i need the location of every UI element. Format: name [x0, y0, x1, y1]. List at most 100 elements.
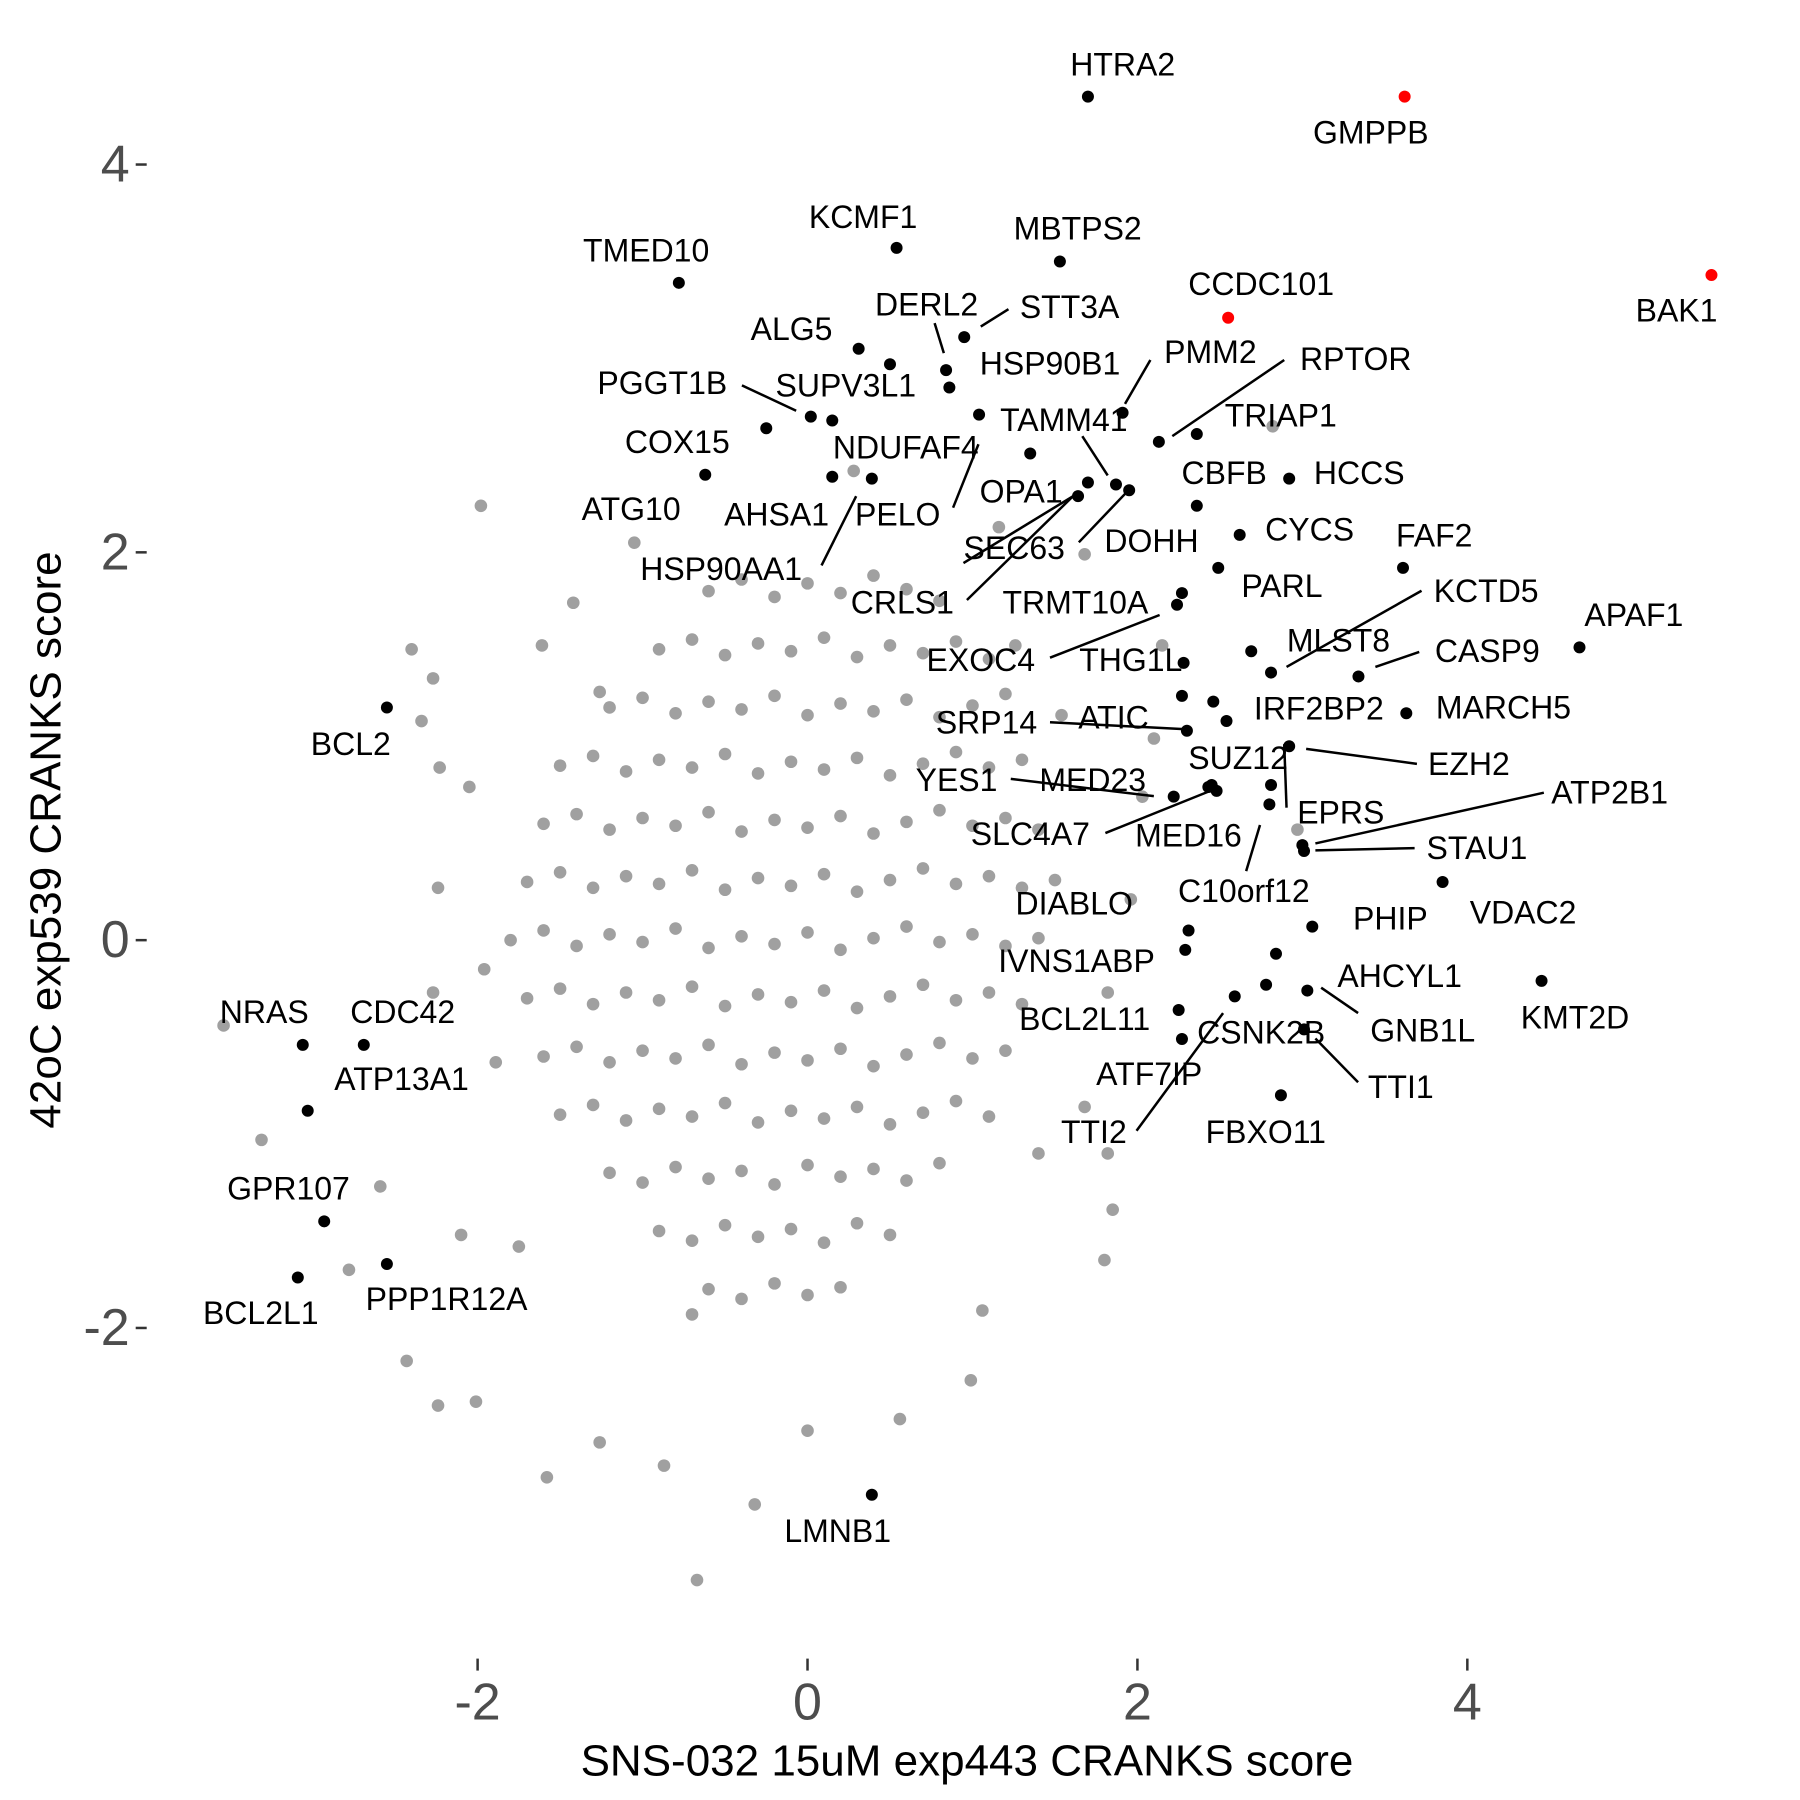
- background-point: [900, 1048, 913, 1061]
- background-point: [433, 761, 446, 774]
- highlight-point: [1352, 670, 1365, 683]
- background-point: [933, 1156, 946, 1170]
- background-point: [1106, 1203, 1119, 1216]
- background-point: [537, 1050, 550, 1063]
- background-point: [415, 714, 428, 728]
- point-label: DIABLO: [1016, 885, 1133, 921]
- x-tick-label: 2: [1123, 1674, 1152, 1732]
- background-point: [735, 1057, 748, 1071]
- background-point: [964, 1374, 978, 1387]
- highlight-point: [1263, 798, 1276, 811]
- background-point: [999, 939, 1012, 953]
- background-point: [883, 639, 897, 652]
- background-point: [1032, 931, 1045, 945]
- point-label: MLST8: [1287, 622, 1390, 658]
- background-point: [1015, 997, 1029, 1011]
- leader-line: [980, 308, 1010, 328]
- point-label: YES1: [916, 762, 998, 798]
- background-point: [603, 1166, 616, 1180]
- background-point: [751, 1116, 765, 1129]
- background-point: [537, 817, 550, 831]
- point-label: STAU1: [1427, 830, 1528, 866]
- background-point: [768, 813, 781, 827]
- leader-line: [1282, 744, 1288, 808]
- background-point: [817, 984, 831, 997]
- background-point: [669, 1160, 682, 1174]
- leader-line: [1010, 777, 1154, 798]
- background-point: [982, 986, 996, 999]
- highlight-point: [1175, 587, 1188, 600]
- background-point: [512, 1240, 526, 1253]
- highlight-point: [1171, 598, 1184, 611]
- point-label: AHCYL1: [1337, 958, 1462, 994]
- highlight-point: [1175, 1033, 1188, 1046]
- background-point: [702, 1282, 715, 1296]
- background-point: [817, 1112, 831, 1125]
- highlight-point: [1024, 447, 1037, 460]
- highlight-point: [291, 1271, 304, 1284]
- background-point: [900, 920, 913, 933]
- background-point: [883, 990, 897, 1003]
- point-label: ALG5: [751, 311, 833, 347]
- background-point: [834, 1280, 847, 1294]
- background-point: [867, 931, 880, 945]
- background-point: [916, 757, 930, 770]
- background-point: [553, 982, 567, 995]
- highlight-point: [1260, 978, 1273, 991]
- background-point: [900, 815, 913, 829]
- background-point: [1048, 873, 1062, 887]
- background-point: [850, 650, 864, 664]
- y-tick-label: -2: [83, 1299, 129, 1357]
- leader-line: [1135, 1012, 1225, 1132]
- background-point: [933, 1036, 946, 1050]
- background-point: [718, 999, 732, 1013]
- leader-line: [951, 443, 980, 509]
- x-tick-label: 4: [1453, 1674, 1482, 1732]
- background-point: [982, 869, 996, 883]
- background-point: [718, 648, 732, 662]
- background-point: [586, 749, 600, 763]
- background-point: [867, 569, 880, 582]
- point-label: HSP90AA1: [640, 551, 802, 587]
- background-point: [586, 881, 600, 895]
- background-point: [1147, 732, 1161, 745]
- background-point: [1032, 1147, 1045, 1160]
- y-tick-label: 4: [101, 136, 130, 194]
- point-label: GNB1L: [1370, 1012, 1475, 1048]
- background-point: [702, 695, 715, 708]
- point-label: PPP1R12A: [366, 1281, 529, 1317]
- background-point: [504, 933, 517, 947]
- background-point: [999, 1044, 1012, 1057]
- background-point: [1266, 420, 1279, 433]
- point-label: FBXO11: [1206, 1114, 1326, 1150]
- highlight-point: [380, 1257, 393, 1270]
- point-label: TRMT10A: [1002, 584, 1148, 620]
- background-point: [768, 1178, 781, 1191]
- background-point: [636, 811, 649, 825]
- background-point: [702, 805, 715, 819]
- background-point: [1032, 823, 1045, 836]
- background-point: [603, 701, 616, 714]
- point-label: IRF2BP2: [1254, 690, 1384, 726]
- point-label: MBTPS2: [1014, 210, 1142, 246]
- point-label: SUZ12: [1188, 740, 1288, 776]
- background-point: [1078, 1100, 1091, 1114]
- background-point: [628, 536, 641, 549]
- background-point: [537, 924, 550, 937]
- background-point: [685, 1110, 699, 1123]
- leader-line: [1315, 846, 1415, 852]
- background-point: [801, 1054, 814, 1067]
- background-point: [1055, 708, 1068, 722]
- background-point: [685, 1234, 699, 1248]
- background-point: [1078, 547, 1091, 561]
- background-point: [586, 997, 600, 1011]
- point-label: C10orf12: [1178, 873, 1310, 909]
- background-point: [768, 590, 781, 604]
- background-point: [690, 1573, 704, 1587]
- point-label: KCTD5: [1434, 573, 1539, 609]
- leader-line: [1305, 747, 1418, 766]
- highlight-point: [1212, 561, 1225, 574]
- point-label: KCMF1: [809, 199, 917, 235]
- background-point: [570, 807, 583, 821]
